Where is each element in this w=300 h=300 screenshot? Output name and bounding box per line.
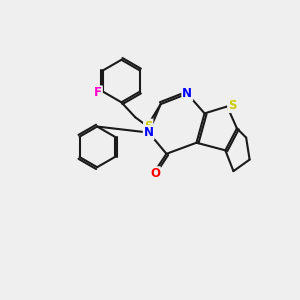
Text: N: N (182, 87, 192, 100)
Text: S: S (228, 99, 236, 112)
Text: O: O (150, 167, 160, 180)
Text: F: F (94, 86, 102, 99)
Text: N: N (144, 126, 154, 139)
Text: S: S (144, 120, 152, 133)
